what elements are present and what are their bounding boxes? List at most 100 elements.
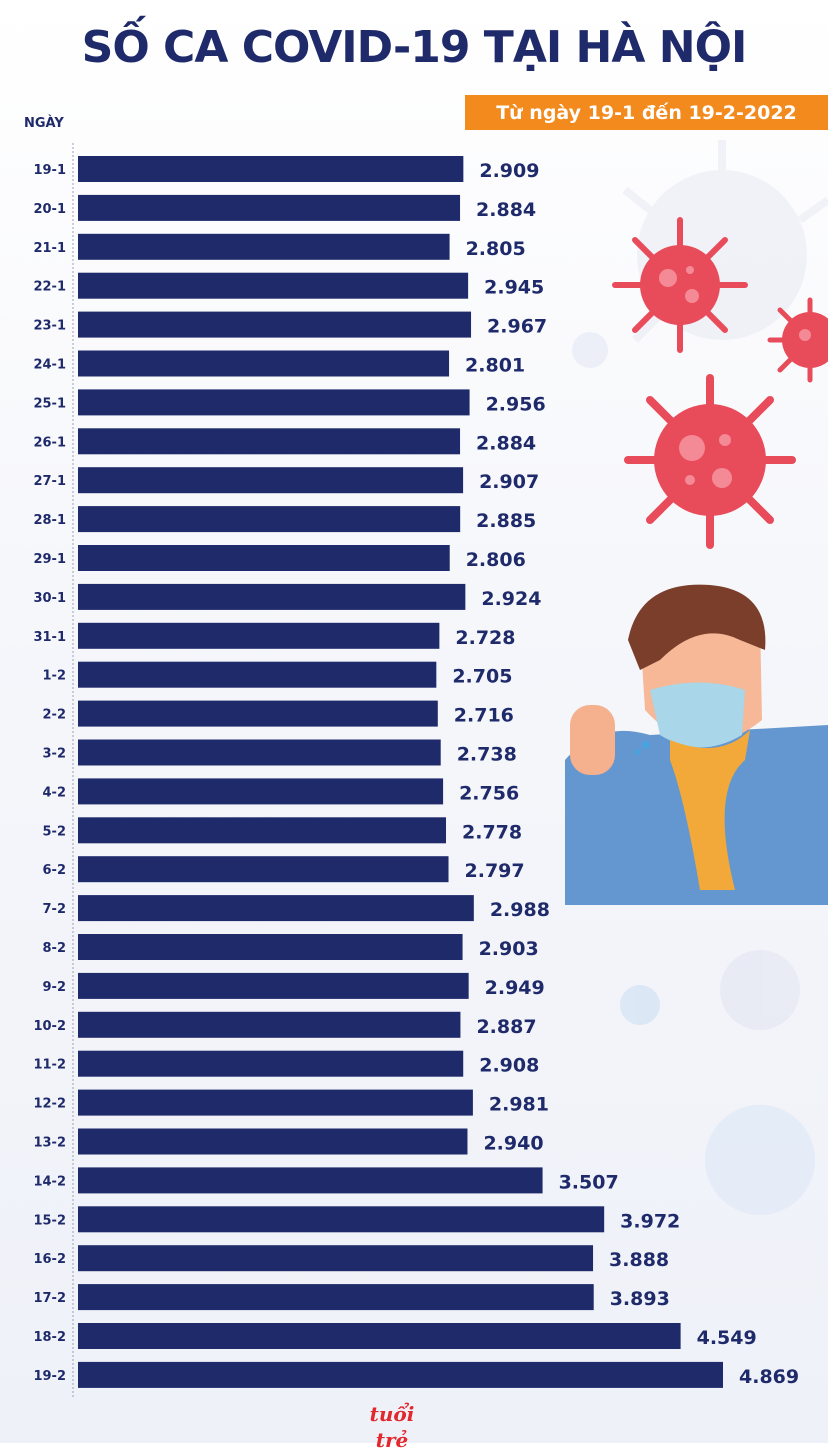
category-label: 26-1 (33, 435, 66, 450)
value-label: 2.728 (455, 627, 515, 649)
category-label: 13-2 (33, 1136, 66, 1151)
coughing-person-illustration (565, 584, 828, 905)
bar (78, 1167, 543, 1194)
category-label: 31-1 (33, 630, 66, 645)
category-label: 12-2 (33, 1097, 66, 1112)
value-label: 2.903 (479, 938, 539, 960)
category-label: 8-2 (43, 941, 67, 956)
category-label: 22-1 (33, 280, 66, 295)
virus-faint-small-icon (572, 332, 815, 1215)
value-label: 2.797 (465, 860, 525, 882)
bar (78, 1089, 473, 1116)
value-label: 3.893 (610, 1288, 670, 1310)
category-label: 15-2 (33, 1213, 66, 1228)
value-label: 2.967 (487, 316, 547, 338)
bar (78, 622, 440, 649)
value-label: 2.806 (466, 549, 526, 571)
value-label: 2.885 (476, 510, 536, 532)
bar (78, 700, 438, 727)
bar (78, 467, 464, 494)
value-label: 2.924 (481, 588, 541, 610)
bar (78, 739, 441, 766)
bar (78, 583, 466, 610)
category-label: 9-2 (43, 980, 67, 995)
bar (78, 272, 469, 299)
bar (78, 1284, 594, 1311)
category-label: 1-2 (43, 669, 67, 684)
category-label: 14-2 (33, 1174, 66, 1189)
value-label: 2.738 (457, 744, 517, 766)
category-label: 16-2 (33, 1252, 66, 1267)
value-label: 2.956 (486, 393, 546, 415)
bar (78, 934, 463, 960)
category-label: 3-2 (43, 747, 67, 762)
bar (78, 817, 447, 844)
value-label: 2.778 (462, 821, 522, 843)
axis-title-date: NGÀY (24, 116, 64, 131)
value-label: 2.756 (459, 782, 519, 804)
category-label: 28-1 (33, 513, 66, 528)
bar (78, 1128, 468, 1155)
category-label: 24-1 (33, 358, 66, 373)
category-label: 4-2 (43, 785, 67, 800)
category-label: 2-2 (43, 708, 67, 723)
category-label: 27-1 (33, 474, 66, 489)
value-label: 2.949 (485, 977, 545, 999)
value-label: 3.972 (620, 1210, 680, 1232)
bar (78, 233, 450, 260)
value-label: 2.909 (479, 160, 539, 182)
category-label: 19-1 (33, 163, 66, 178)
bar (78, 778, 444, 805)
bar (78, 1206, 605, 1233)
category-label: 25-1 (33, 396, 66, 411)
value-label: 2.908 (479, 1055, 539, 1077)
value-label: 2.716 (454, 705, 514, 727)
value-label: 2.907 (479, 471, 539, 493)
bar (78, 506, 461, 533)
category-label: 19-2 (33, 1369, 66, 1384)
virus-red-large-icon (624, 374, 796, 549)
value-label: 2.705 (452, 666, 512, 688)
category-label: 23-1 (33, 319, 66, 334)
value-label: 2.981 (489, 1094, 549, 1116)
category-label: 6-2 (43, 863, 67, 878)
value-label: 4.869 (739, 1366, 799, 1388)
bar (78, 545, 450, 571)
category-label: 17-2 (33, 1291, 66, 1306)
value-label: 2.884 (476, 432, 536, 454)
value-label: 2.940 (483, 1133, 543, 1155)
category-label: 21-1 (33, 241, 66, 256)
bar (78, 350, 450, 377)
tuoi-tre-logo: tuổi trẻ (369, 1402, 415, 1452)
category-label: 29-1 (33, 552, 66, 567)
value-label: 4.549 (697, 1327, 757, 1349)
category-label: 11-2 (33, 1058, 66, 1073)
category-label: 10-2 (33, 1019, 66, 1034)
bar (78, 1050, 464, 1077)
bar (78, 389, 470, 416)
virus-red-small-icon (767, 297, 828, 383)
category-label: 18-2 (33, 1330, 66, 1345)
value-label: 2.805 (466, 238, 526, 260)
bar (78, 1245, 594, 1272)
bar (78, 972, 469, 999)
bar (78, 1011, 461, 1038)
virus-red-icon (612, 217, 748, 353)
date-range-banner: Từ ngày 19-1 đến 19-2-2022 (465, 95, 828, 130)
category-label: 7-2 (43, 902, 67, 917)
value-label: 2.801 (465, 355, 525, 377)
value-label: 2.887 (476, 1016, 536, 1038)
value-label: 2.884 (476, 199, 536, 221)
bar (78, 1361, 723, 1388)
bar (78, 428, 461, 455)
category-label: 5-2 (43, 824, 67, 839)
bar (78, 1323, 681, 1349)
bar (78, 311, 472, 338)
category-label: 30-1 (33, 591, 66, 606)
bar (78, 661, 437, 688)
value-label: 3.507 (559, 1171, 619, 1193)
page-title: SỐ CA COVID-19 TẠI HÀ NỘI (81, 22, 748, 73)
value-label: 2.945 (484, 277, 544, 299)
